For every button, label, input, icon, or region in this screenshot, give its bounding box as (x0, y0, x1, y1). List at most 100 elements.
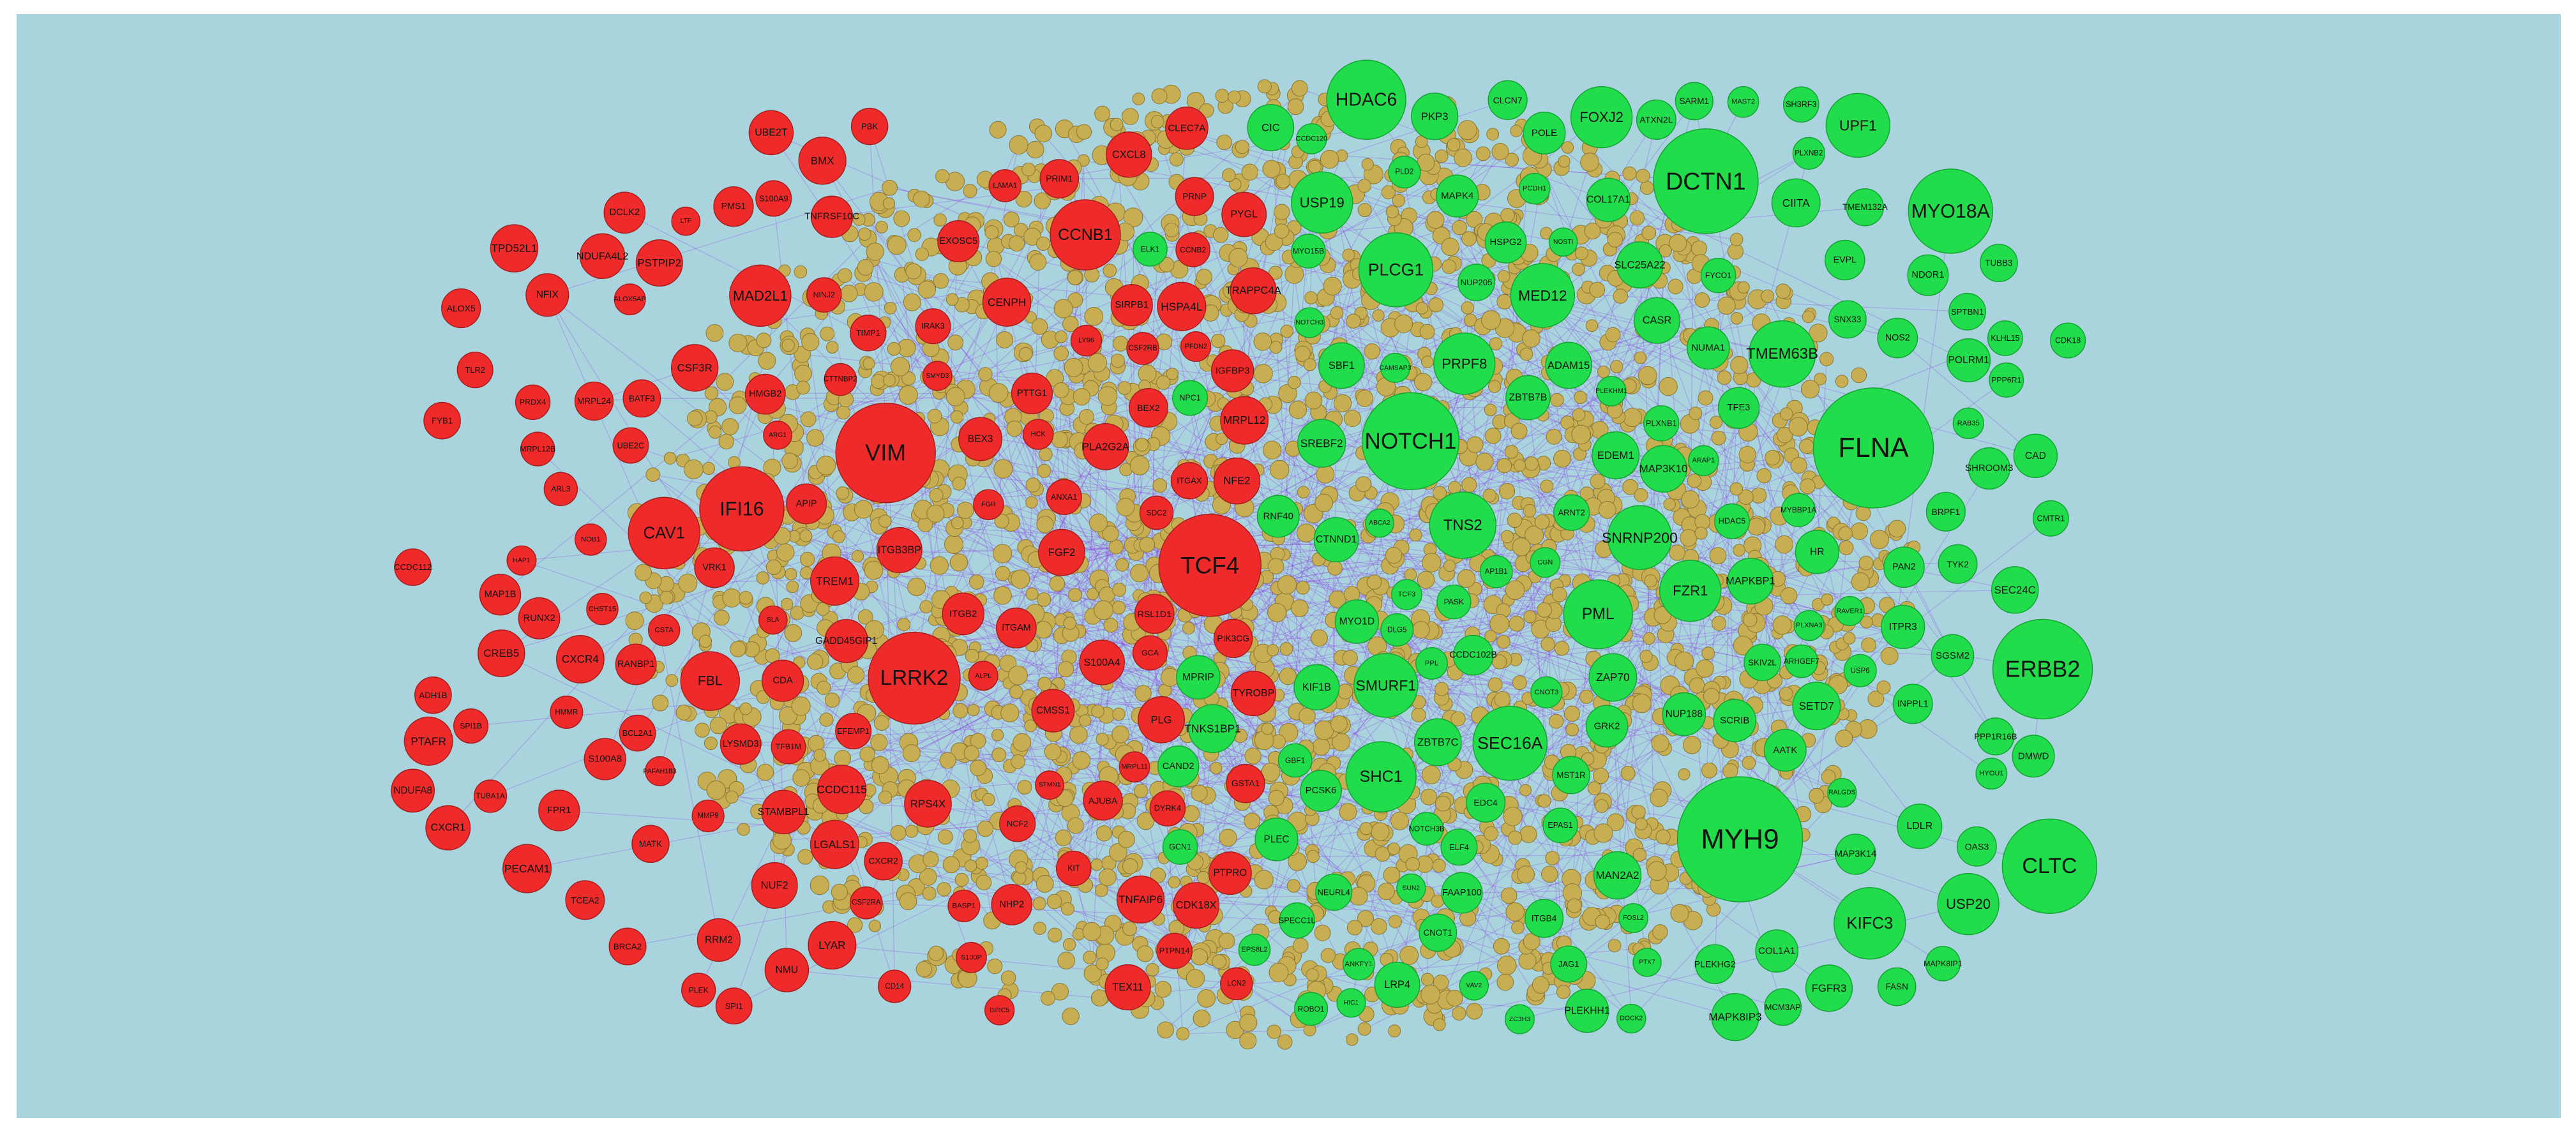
interactor-node[interactable] (1372, 309, 1385, 322)
interactor-node[interactable] (1475, 452, 1494, 471)
interactor-node[interactable] (1491, 143, 1509, 160)
interactor-node[interactable] (1079, 714, 1092, 727)
up-regulated-gene-node[interactable]: DYRK4 (1149, 790, 1186, 827)
up-regulated-gene-node-circle[interactable] (849, 886, 883, 920)
up-regulated-gene-node-circle[interactable] (680, 651, 741, 711)
interactor-node[interactable] (902, 744, 921, 763)
up-regulated-gene-node-circle[interactable] (1180, 331, 1212, 363)
down-regulated-gene-node[interactable]: ZBTB7B (1505, 375, 1551, 421)
down-regulated-gene-node-circle[interactable] (1396, 873, 1426, 904)
interactor-node[interactable] (1500, 530, 1514, 544)
interactor-node[interactable] (1504, 445, 1519, 459)
up-regulated-gene-node-circle[interactable] (824, 363, 857, 396)
up-regulated-gene-node-circle[interactable] (1132, 635, 1168, 671)
up-regulated-gene-node[interactable]: NUF2 (751, 862, 798, 909)
down-regulated-gene-node[interactable]: FOXJ2 (1570, 86, 1633, 149)
interactor-node[interactable] (1267, 644, 1279, 657)
interactor-node[interactable] (1650, 788, 1668, 807)
up-regulated-gene-node[interactable]: CCDC115 (817, 765, 867, 814)
interactor-node[interactable] (1067, 270, 1083, 285)
down-regulated-gene-node-circle[interactable] (1565, 989, 1609, 1033)
up-regulated-gene-node[interactable]: HMGB2 (744, 373, 786, 415)
up-regulated-gene-node-circle[interactable] (403, 716, 453, 766)
up-regulated-gene-node-circle[interactable] (937, 220, 980, 263)
interactor-node[interactable] (1219, 828, 1237, 847)
up-regulated-gene-node[interactable]: SPI1B (453, 708, 489, 744)
up-regulated-gene-node[interactable]: LCN2 (1220, 967, 1253, 1001)
up-regulated-gene-node[interactable]: PLEK (681, 973, 716, 1008)
up-regulated-gene-node[interactable]: MRPL24 (574, 381, 614, 421)
interactor-node[interactable] (1139, 537, 1156, 553)
down-regulated-gene-node[interactable]: PTK7 (1632, 948, 1662, 977)
up-regulated-gene-node[interactable]: BEX3 (958, 417, 1003, 461)
down-regulated-gene-node-circle[interactable] (1827, 778, 1857, 808)
interactor-node[interactable] (1053, 299, 1073, 318)
down-regulated-gene-node-circle[interactable] (1291, 171, 1353, 234)
interactor-node[interactable] (988, 383, 1009, 403)
up-regulated-gene-node-circle[interactable] (719, 723, 762, 765)
interactor-node[interactable] (1294, 345, 1311, 363)
interactor-node[interactable] (882, 179, 898, 196)
down-regulated-gene-node[interactable]: ATXN2L (1636, 100, 1676, 140)
down-regulated-gene-node-circle[interactable] (1315, 873, 1353, 911)
up-regulated-gene-node[interactable]: UBE2C (612, 427, 649, 464)
interactor-node[interactable] (1037, 592, 1051, 607)
interactor-node[interactable] (1513, 459, 1526, 472)
interactor-node[interactable] (1733, 636, 1753, 655)
interactor-node[interactable] (1417, 571, 1435, 589)
interactor-node[interactable] (1031, 318, 1048, 335)
interactor-node[interactable] (847, 666, 865, 684)
down-regulated-gene-node-circle[interactable] (1592, 431, 1640, 479)
up-regulated-gene-node-circle[interactable] (628, 497, 701, 570)
up-regulated-gene-node[interactable]: ANXA1 (1046, 479, 1082, 515)
up-regulated-gene-node-circle[interactable] (947, 889, 981, 923)
up-regulated-gene-node[interactable]: NDUFA8 (391, 768, 435, 813)
down-regulated-gene-node-circle[interactable] (1247, 104, 1295, 151)
up-regulated-gene-node[interactable]: S100A9 (755, 180, 792, 217)
up-regulated-gene-node[interactable]: RANBP1 (615, 643, 657, 685)
interactor-node[interactable] (977, 820, 994, 837)
interactor-node[interactable] (704, 736, 718, 751)
interactor-node[interactable] (905, 825, 919, 838)
interactor-node[interactable] (1212, 954, 1227, 969)
interactor-node[interactable] (695, 722, 710, 738)
interactor-node[interactable] (1011, 569, 1030, 589)
interactor-node[interactable] (1867, 691, 1885, 707)
down-regulated-gene-node-circle[interactable] (1238, 933, 1271, 966)
interactor-node[interactable] (1394, 314, 1413, 333)
interactor-node[interactable] (1269, 460, 1290, 480)
interactor-node[interactable] (1111, 601, 1126, 615)
down-regulated-gene-node[interactable]: ELF4 (1440, 828, 1478, 866)
up-regulated-gene-node-circle[interactable] (764, 948, 810, 992)
interactor-node[interactable] (1122, 108, 1139, 125)
up-regulated-gene-node-circle[interactable] (615, 643, 657, 685)
down-regulated-gene-node-circle[interactable] (1256, 495, 1300, 538)
interactor-node[interactable] (1330, 306, 1344, 320)
down-regulated-gene-node[interactable]: PASK (1436, 585, 1472, 620)
down-regulated-gene-node[interactable]: AATK (1763, 729, 1807, 772)
interactor-node[interactable] (756, 571, 769, 585)
down-regulated-gene-node[interactable]: JAG1 (1550, 945, 1588, 983)
up-regulated-gene-node[interactable]: HAP1 (506, 545, 537, 576)
interactor-node[interactable] (1157, 1021, 1174, 1039)
down-regulated-gene-node[interactable]: PLCG1 (1358, 232, 1434, 308)
interactor-node[interactable] (1064, 357, 1083, 377)
interactor-node[interactable] (1060, 902, 1074, 916)
down-regulated-gene-node-circle[interactable] (1659, 559, 1722, 622)
up-regulated-gene-node[interactable]: FGR (973, 489, 1004, 520)
interactor-node[interactable] (1047, 927, 1062, 943)
down-regulated-gene-node[interactable]: PPL (1415, 647, 1448, 680)
down-regulated-gene-node-circle[interactable] (1632, 948, 1662, 977)
up-regulated-gene-node[interactable]: ITGB2 (942, 592, 985, 636)
interactor-node[interactable] (675, 705, 692, 721)
down-regulated-gene-node-circle[interactable] (1388, 155, 1421, 189)
interactor-node[interactable] (963, 829, 977, 843)
up-regulated-gene-node[interactable]: LRRK2 (868, 631, 961, 725)
interactor-node[interactable] (1574, 391, 1587, 405)
interactor-node[interactable] (937, 882, 951, 897)
interactor-node[interactable] (1556, 985, 1570, 999)
interactor-node[interactable] (947, 334, 964, 350)
up-regulated-gene-node[interactable]: NOB1 (575, 523, 607, 556)
interactor-node[interactable] (1091, 705, 1104, 718)
interactor-node[interactable] (1638, 366, 1657, 385)
